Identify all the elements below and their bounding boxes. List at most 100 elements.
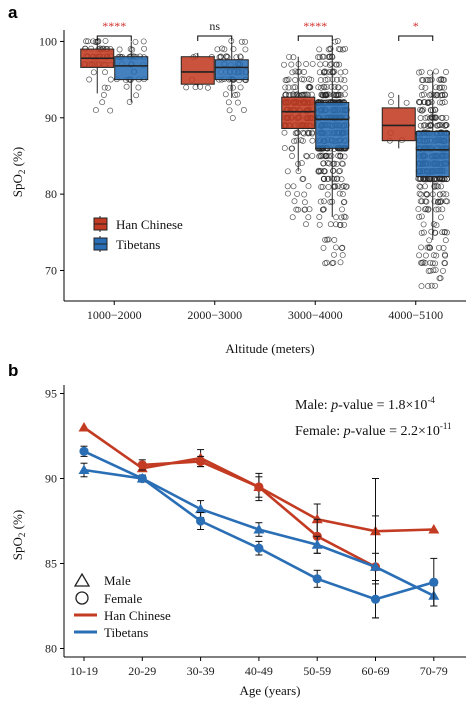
observation-point [438, 84, 445, 91]
observation-point [309, 60, 316, 67]
observation-point [238, 38, 245, 45]
panel-a-x-tick-label: 2000−3000 [187, 308, 242, 322]
panel-a-y-axis-title: SpO2 (%) [10, 147, 27, 197]
observation-point [107, 76, 114, 83]
observation-point [321, 84, 328, 91]
observation-point [123, 83, 130, 90]
observation-point [441, 99, 448, 106]
observation-point [416, 252, 423, 259]
panel-a-x-axis-title: Altitude (meters) [225, 341, 314, 356]
observation-point [295, 206, 302, 213]
observation-point [133, 92, 140, 99]
observation-point [290, 54, 297, 61]
point-tibetans-female [79, 446, 89, 456]
observation-point [330, 167, 336, 174]
observation-point [439, 229, 446, 236]
observation-point [428, 99, 435, 106]
observation-point [431, 114, 438, 121]
observation-point [420, 259, 427, 266]
significance-label: * [413, 19, 419, 33]
observation-point [429, 260, 436, 267]
observation-point [420, 91, 427, 98]
observation-point [316, 221, 323, 228]
observation-point [426, 237, 433, 244]
observation-point [443, 122, 450, 129]
observation-point [316, 54, 323, 61]
observation-point [430, 267, 437, 274]
observation-point [281, 129, 288, 136]
observation-point [316, 153, 323, 160]
panel-b-x-tick-label: 10-19 [70, 664, 98, 678]
observation-point [339, 161, 346, 168]
observation-point [343, 183, 349, 190]
observation-point [95, 38, 102, 45]
observation-point [135, 84, 142, 91]
observation-point [440, 190, 447, 197]
legend-label-female: Female [104, 591, 142, 606]
observation-point [427, 107, 434, 113]
point-tibetans-female [312, 574, 322, 584]
legend-key-han-chinese [93, 216, 108, 232]
point-han-chinese-female [254, 482, 264, 492]
panel-a-x-tick-label: 1000−2000 [87, 308, 142, 322]
observation-point [332, 92, 339, 99]
observation-point [315, 84, 322, 91]
observation-point [99, 99, 106, 106]
observation-point [321, 91, 328, 98]
point-han-chinese-female [137, 460, 147, 470]
panel-a-y-tick-label: 80 [45, 187, 57, 201]
observation-point [341, 91, 348, 98]
observation-point [443, 191, 450, 198]
observation-point [316, 46, 323, 53]
observation-point [430, 221, 437, 228]
observation-point [219, 45, 226, 52]
observation-point [423, 76, 430, 83]
observation-point [284, 183, 291, 190]
observation-point [92, 39, 99, 45]
observation-point [428, 107, 435, 114]
observation-point [290, 183, 297, 190]
observation-point [331, 175, 337, 182]
observation-point [325, 236, 332, 243]
observation-point [240, 107, 247, 113]
panel-b-x-tick-label: 40-49 [245, 664, 273, 678]
box-tibetan [315, 102, 350, 149]
observation-point [301, 191, 308, 198]
observation-point [420, 122, 427, 129]
observation-point [305, 214, 312, 221]
panel-a-boxes [80, 41, 450, 240]
observation-point [321, 69, 328, 76]
observation-point [440, 245, 447, 251]
observation-point [230, 46, 237, 53]
panel-a-y-tick-label: 100 [39, 34, 57, 48]
observation-point [418, 283, 425, 290]
observation-point [289, 214, 296, 221]
point-tibetans-female [370, 594, 381, 604]
observation-point [342, 68, 349, 75]
observation-point [433, 206, 440, 213]
observation-point [431, 183, 438, 189]
panel-b-x-tick-label: 60-69 [362, 664, 390, 678]
box-tibetan [214, 59, 249, 81]
observation-point [307, 84, 314, 91]
observation-point [327, 199, 334, 205]
observation-point [289, 145, 296, 152]
observation-point [102, 69, 108, 76]
observation-point [415, 206, 422, 213]
panel-b-y-axis-title: SpO2 (%) [10, 510, 27, 560]
observation-point [333, 214, 340, 221]
observation-point [321, 68, 328, 75]
panel-b-x-tick-label: 50-59 [303, 664, 331, 678]
male-p-value-annotation: Male: p-value = 1.8×10-4 [295, 395, 435, 413]
observation-point [337, 69, 344, 76]
observation-point [292, 77, 299, 83]
observation-point [435, 122, 441, 129]
observation-point [336, 168, 342, 175]
observation-point [334, 38, 341, 44]
observation-point [324, 76, 331, 83]
observation-point [403, 99, 410, 106]
observation-point [423, 190, 430, 197]
observation-point [305, 183, 312, 190]
observation-point [282, 84, 289, 91]
panel-a-x-tick-label: 4000−5100 [388, 308, 443, 322]
